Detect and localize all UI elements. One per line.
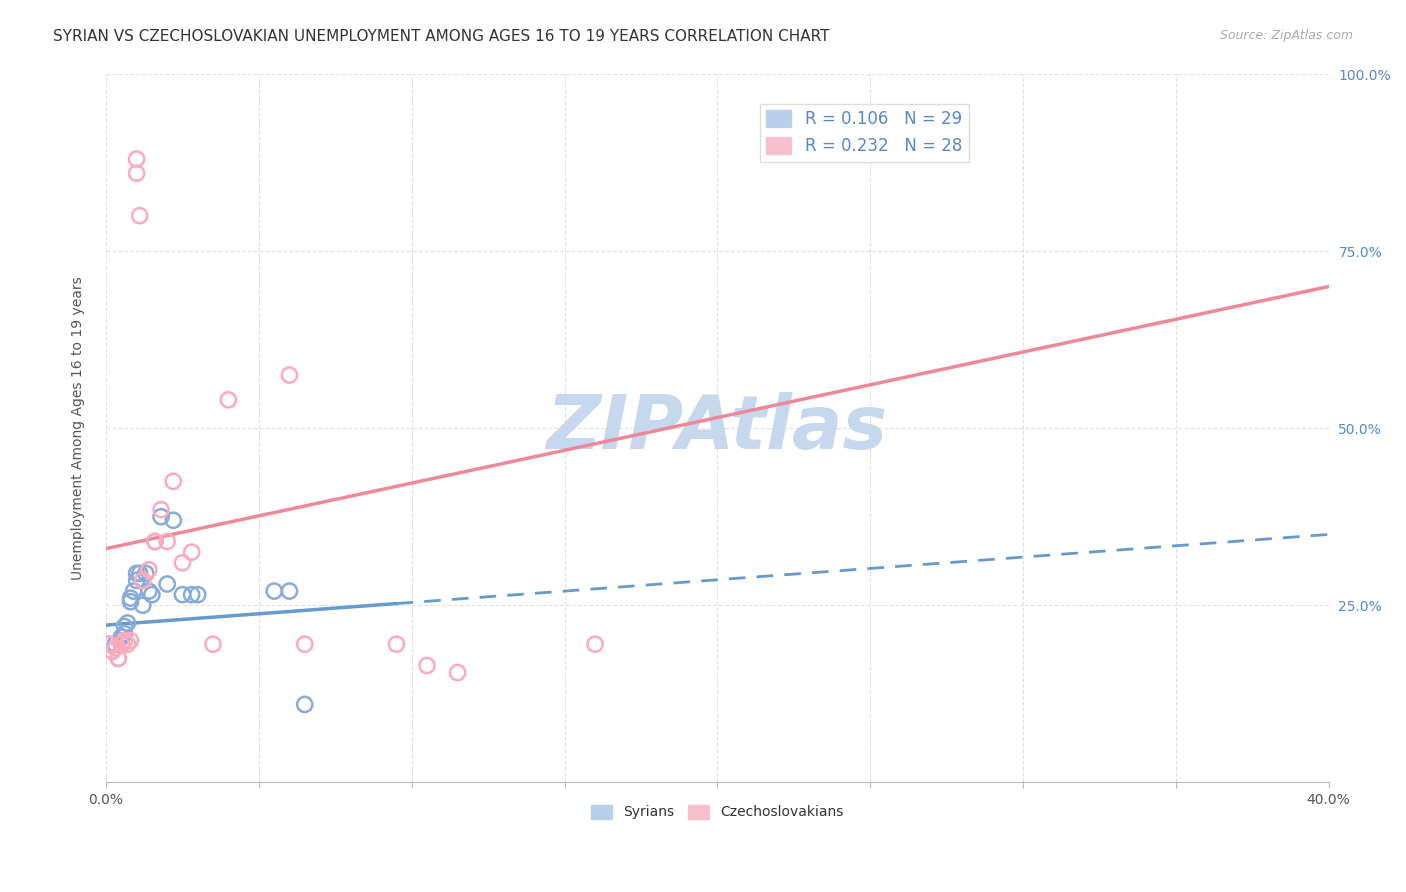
Point xyxy=(202,637,225,651)
Point xyxy=(125,152,148,166)
Point xyxy=(120,633,142,648)
Point xyxy=(120,595,142,609)
Point xyxy=(138,584,160,599)
Point xyxy=(162,513,184,527)
Point xyxy=(278,368,301,382)
Point xyxy=(132,599,155,613)
Point xyxy=(187,588,209,602)
Point xyxy=(446,665,468,680)
Point xyxy=(98,637,121,651)
Point xyxy=(104,637,127,651)
Point xyxy=(162,475,184,489)
Point xyxy=(294,698,316,712)
Point xyxy=(416,658,439,673)
Point xyxy=(110,630,132,644)
Point xyxy=(128,209,150,223)
Point xyxy=(122,584,145,599)
Point xyxy=(180,545,202,559)
Text: ZIPAtlas: ZIPAtlas xyxy=(547,392,889,465)
Point xyxy=(112,626,135,640)
Point xyxy=(110,637,132,651)
Point xyxy=(583,637,606,651)
Text: Source: ZipAtlas.com: Source: ZipAtlas.com xyxy=(1219,29,1353,42)
Point xyxy=(294,637,316,651)
Point xyxy=(107,651,129,665)
Point xyxy=(125,574,148,588)
Point xyxy=(120,591,142,606)
Point xyxy=(172,556,194,570)
Legend: Syrians, Czechoslovakians: Syrians, Czechoslovakians xyxy=(586,799,849,825)
Point xyxy=(141,588,163,602)
Point xyxy=(385,637,408,651)
Point xyxy=(107,651,129,665)
Point xyxy=(150,509,173,524)
Point xyxy=(125,566,148,581)
Point xyxy=(150,502,173,516)
Point xyxy=(117,637,139,651)
Point xyxy=(112,633,135,648)
Point xyxy=(156,534,179,549)
Point xyxy=(180,588,202,602)
Point xyxy=(143,534,166,549)
Point xyxy=(143,534,166,549)
Text: SYRIAN VS CZECHOSLOVAKIAN UNEMPLOYMENT AMONG AGES 16 TO 19 YEARS CORRELATION CHA: SYRIAN VS CZECHOSLOVAKIAN UNEMPLOYMENT A… xyxy=(53,29,830,44)
Point xyxy=(135,566,157,581)
Point xyxy=(172,588,194,602)
Point xyxy=(112,619,135,633)
Point xyxy=(104,640,127,655)
Point xyxy=(278,584,301,599)
Point xyxy=(128,566,150,581)
Point xyxy=(125,166,148,180)
Y-axis label: Unemployment Among Ages 16 to 19 years: Unemployment Among Ages 16 to 19 years xyxy=(72,277,86,580)
Point xyxy=(110,637,132,651)
Point xyxy=(101,644,124,658)
Point xyxy=(98,637,121,651)
Point xyxy=(132,574,155,588)
Point xyxy=(117,615,139,630)
Point xyxy=(138,563,160,577)
Point xyxy=(101,644,124,658)
Point xyxy=(263,584,285,599)
Point xyxy=(217,392,239,407)
Point xyxy=(156,577,179,591)
